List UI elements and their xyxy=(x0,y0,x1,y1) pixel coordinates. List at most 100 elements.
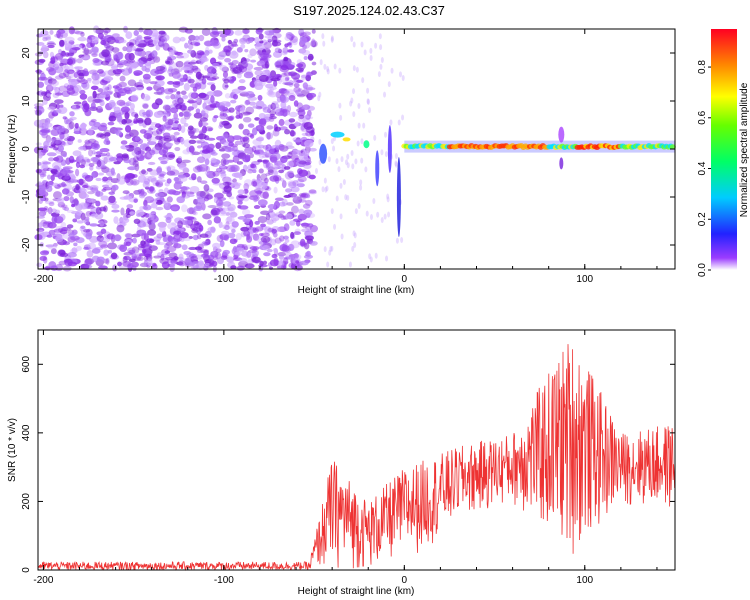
spectrogram-noise-cell xyxy=(386,193,390,200)
spectrogram-noise-cell xyxy=(108,101,117,109)
spectrogram-noise-cell xyxy=(351,245,355,252)
spectrogram-noise-cell xyxy=(240,226,249,232)
spectrogram-noise-cell xyxy=(84,109,92,117)
spectrogram-noise-cell xyxy=(86,205,96,209)
colorbar-gradient xyxy=(711,29,737,270)
spectrogram-noise-cell xyxy=(96,108,104,113)
spectrogram-noise-cell xyxy=(298,114,305,120)
spectrogram-noise-cell xyxy=(377,71,381,78)
spectrogram-noise-cell xyxy=(76,104,81,109)
spectrogram-noise-cell xyxy=(291,72,301,80)
spectrogram-noise-cell xyxy=(166,178,172,184)
spectrogram-noise-cell xyxy=(281,245,291,252)
spectrogram-noise-cell xyxy=(289,220,296,226)
spectrogram-noise-cell xyxy=(150,220,156,225)
spectrogram-noise-cell xyxy=(191,229,199,234)
spectrogram-noise-cell xyxy=(203,184,210,192)
spectrogram-noise-cell xyxy=(208,127,213,132)
spectrogram-noise-cell xyxy=(384,131,388,138)
spectrogram-noise-cell xyxy=(90,213,99,218)
spectrogram-noise-cell xyxy=(43,221,52,225)
spectrogram-noise-cell xyxy=(64,258,73,267)
spectrogram-noise-cell xyxy=(207,204,217,209)
spectrogram-noise-cell xyxy=(273,170,279,177)
spectrogram-noise-cell xyxy=(244,150,251,154)
spectrogram-noise-cell xyxy=(56,183,67,188)
spectrogram-feature xyxy=(330,131,345,138)
spectrogram-noise-cell xyxy=(297,168,303,175)
spectrogram-x-label: Height of straight line (km) xyxy=(298,285,415,296)
spectrogram-noise-cell xyxy=(107,199,117,205)
spectrogram-noise-cell xyxy=(171,222,177,226)
spectrogram-noise-cell xyxy=(178,260,186,267)
spectrogram-noise-cell xyxy=(266,219,274,225)
spectrogram-noise-cell xyxy=(184,257,193,265)
spectrogram-noise-cell xyxy=(133,120,138,124)
spectrogram-noise-cell xyxy=(194,246,203,251)
spectrogram-noise-cell xyxy=(302,115,310,119)
spectrogram-noise-cell xyxy=(218,163,226,168)
spectrogram-noise-cell xyxy=(48,157,55,162)
spectrogram-noise-cell xyxy=(64,65,70,73)
spectrogram-noise-cell xyxy=(196,196,206,205)
spectrogram-noise-cell xyxy=(168,136,174,141)
colorbar-tick-label: 0.2 xyxy=(697,212,708,226)
spectrogram-noise-cell xyxy=(200,180,208,184)
spectrogram-noise-cell xyxy=(196,145,202,149)
spectrogram-noise-cell xyxy=(293,231,302,236)
spectrogram-noise-cell xyxy=(158,149,167,156)
spectrogram-noise-cell xyxy=(223,185,232,193)
spectrogram-noise-cell xyxy=(47,44,55,49)
spectrogram-noise-cell xyxy=(102,176,109,182)
spectrogram-noise-cell xyxy=(99,79,108,86)
spectrogram-noise-cell xyxy=(266,131,271,140)
spectrogram-noise-cell xyxy=(298,160,307,165)
spectrogram-noise-cell xyxy=(146,258,153,266)
spectrogram-noise-cell xyxy=(328,249,332,256)
spectrogram-noise-cell xyxy=(230,265,237,270)
spectrogram-noise-cell xyxy=(384,151,388,158)
spectrogram-noise-cell xyxy=(180,90,187,95)
spectrogram-noise-cell xyxy=(311,38,316,47)
spectrogram-noise-cell xyxy=(41,163,49,170)
spectrogram-noise-cell xyxy=(122,261,132,267)
spectrogram-noise-cell xyxy=(206,77,217,81)
spectrogram-noise-cell xyxy=(59,39,65,47)
spectrogram-noise-cell xyxy=(87,242,97,250)
spectrogram-noise-cell xyxy=(199,190,210,199)
spectrogram-noise-cell xyxy=(71,247,78,254)
spectrogram-noise-cell xyxy=(296,159,307,168)
spectrogram-noise-cell xyxy=(264,35,274,39)
spectrogram-noise-cell xyxy=(298,28,305,37)
spectrogram-noise-cell xyxy=(149,81,158,85)
spectrogram-noise-cell xyxy=(150,177,157,184)
spectrogram-noise-cell xyxy=(93,143,99,149)
spectrogram-noise-cell xyxy=(50,168,58,174)
spectrogram-noise-cell xyxy=(276,59,284,66)
spectrogram-noise-cell xyxy=(308,147,317,152)
spectrogram-noise-cell xyxy=(262,245,271,251)
spectrogram-noise-cell xyxy=(108,99,116,108)
spectrogram-noise-cell xyxy=(273,247,278,253)
spectrogram-noise-cell xyxy=(68,48,74,53)
spectrogram-noise-cell xyxy=(389,119,393,126)
spectrogram-noise-cell xyxy=(281,72,287,77)
spectrogram-noise-cell xyxy=(265,83,274,89)
spectrogram-noise-cell xyxy=(79,187,86,193)
spectrogram-noise-cell xyxy=(119,217,130,224)
spectrogram-noise-cell xyxy=(150,215,159,223)
spectrogram-noise-cell xyxy=(222,109,232,113)
spectrogram-noise-cell xyxy=(289,129,295,137)
spectrogram-noise-cell xyxy=(264,226,272,234)
spectrogram-noise-cell xyxy=(50,208,57,213)
spectrogram-noise-cell xyxy=(140,222,147,228)
spectrogram-noise-cell xyxy=(204,171,210,176)
spectrogram-noise-cell xyxy=(306,223,314,228)
spectrogram-noise-cell xyxy=(236,161,244,165)
spectrogram-noise-cell xyxy=(174,180,184,185)
spectrogram-noise-cell xyxy=(120,140,128,145)
spectrogram-noise-cell xyxy=(112,264,118,272)
spectrogram-noise-cell xyxy=(311,29,316,34)
snr-y-label: SNR (10 * v/v) xyxy=(7,418,18,482)
spectrogram-noise-cell xyxy=(168,62,178,70)
